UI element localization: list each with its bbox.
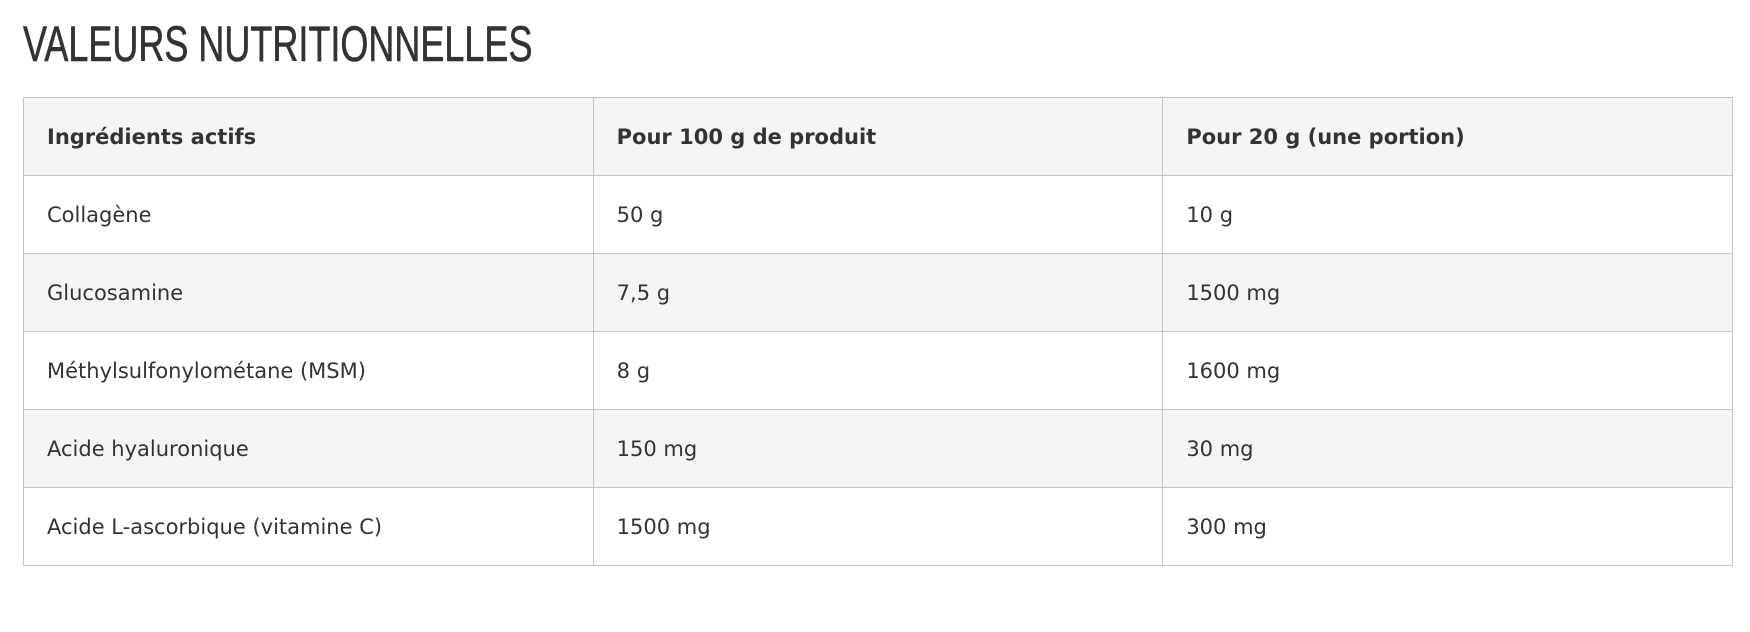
column-header-per-100g: Pour 100 g de produit	[592, 97, 1164, 176]
nutrition-table: Ingrédients actifs Pour 100 g de produit…	[23, 97, 1733, 566]
column-header-ingredient: Ingrédients actifs	[23, 97, 594, 176]
ingredient-cell: Glucosamine	[23, 253, 594, 332]
table-row: Acide hyaluronique 150 mg 30 mg	[23, 409, 1733, 488]
per-portion-cell: 30 mg	[1162, 409, 1733, 488]
per-portion-cell: 1600 mg	[1162, 331, 1733, 410]
table-header-row: Ingrédients actifs Pour 100 g de produit…	[23, 97, 1733, 176]
per-portion-cell: 10 g	[1162, 175, 1733, 254]
table-row: Méthylsulfonylométane (MSM) 8 g 1600 mg	[23, 331, 1733, 410]
ingredient-cell: Acide L-ascorbique (vitamine C)	[23, 487, 594, 566]
ingredient-cell: Collagène	[23, 175, 594, 254]
ingredient-cell: Acide hyaluronique	[23, 409, 594, 488]
per-100g-cell: 150 mg	[592, 409, 1164, 488]
table-row: Acide L-ascorbique (vitamine C) 1500 mg …	[23, 487, 1733, 566]
per-100g-cell: 8 g	[592, 331, 1164, 410]
per-portion-cell: 1500 mg	[1162, 253, 1733, 332]
page-title: VALEURS NUTRITIONNELLES	[23, 16, 533, 73]
column-header-per-portion: Pour 20 g (une portion)	[1162, 97, 1733, 176]
per-portion-cell: 300 mg	[1162, 487, 1733, 566]
ingredient-cell: Méthylsulfonylométane (MSM)	[23, 331, 594, 410]
per-100g-cell: 1500 mg	[592, 487, 1164, 566]
per-100g-cell: 50 g	[592, 175, 1164, 254]
table-row: Collagène 50 g 10 g	[23, 175, 1733, 254]
per-100g-cell: 7,5 g	[592, 253, 1164, 332]
table-row: Glucosamine 7,5 g 1500 mg	[23, 253, 1733, 332]
